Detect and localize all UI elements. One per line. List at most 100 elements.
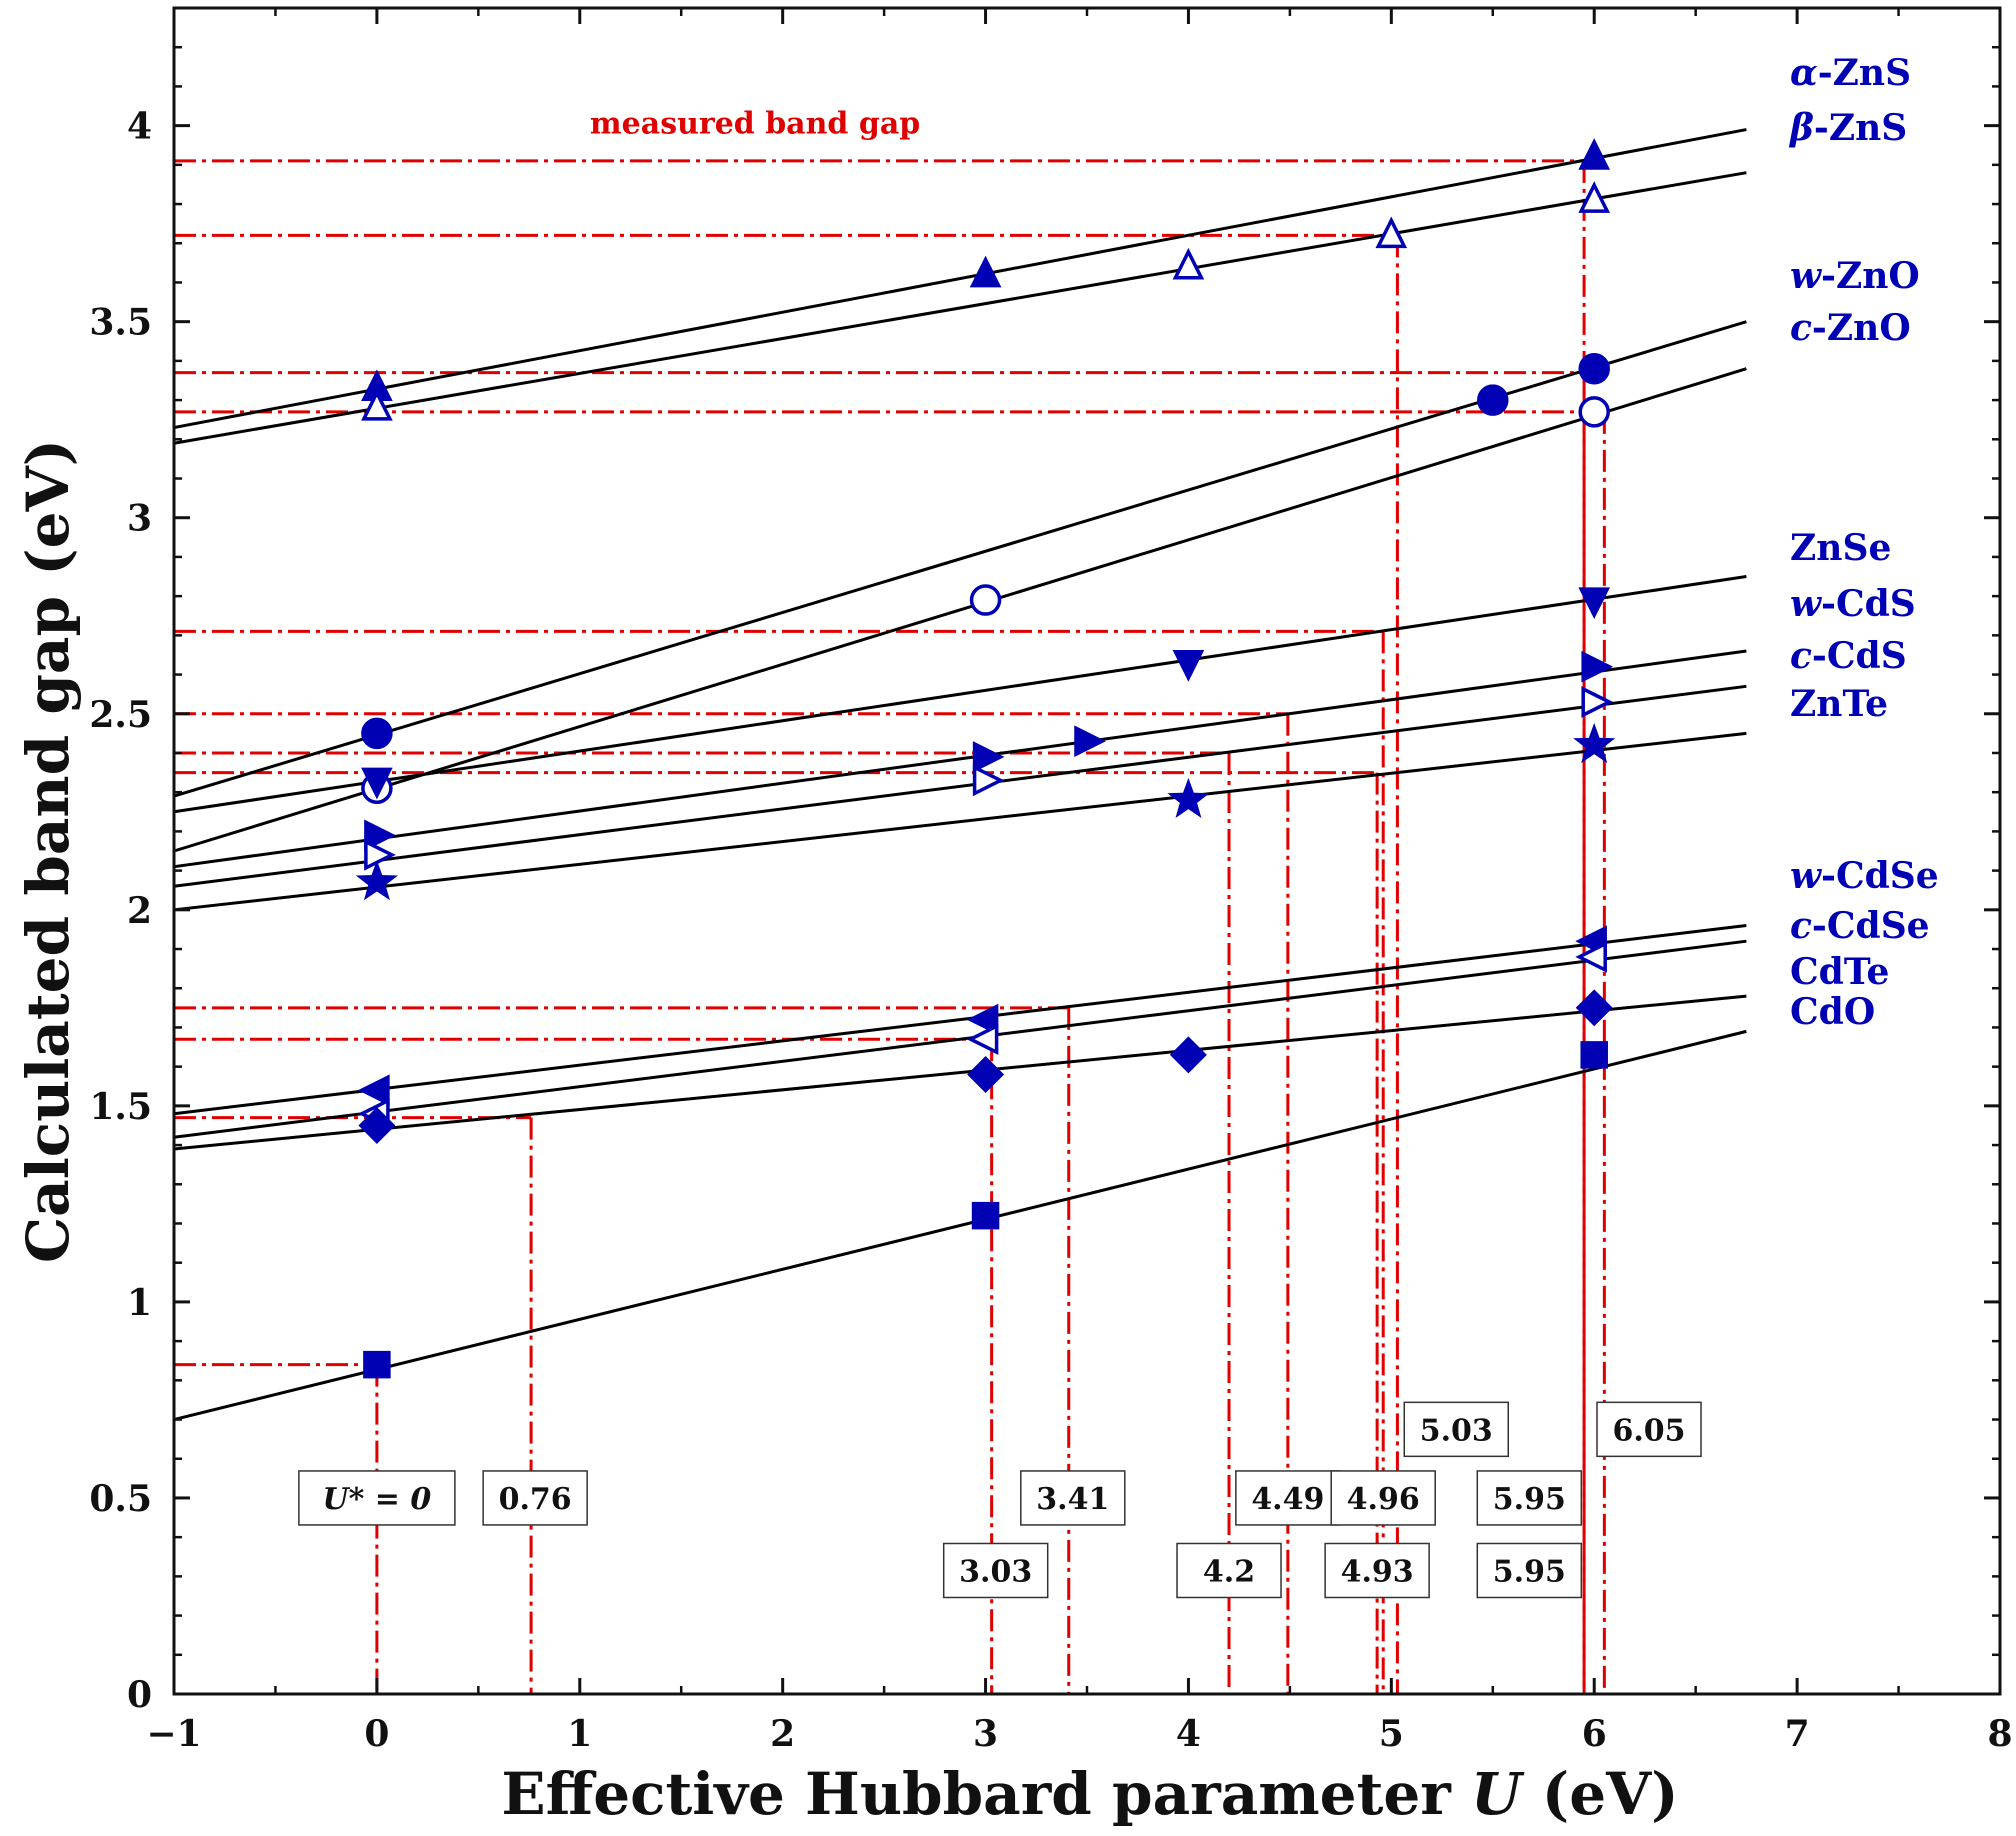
marker-cdo-1 xyxy=(971,1201,1000,1230)
marker-cdte-0 xyxy=(358,1107,396,1144)
marker-c-cdse-2 xyxy=(1575,941,1607,973)
fit-line-zns xyxy=(173,128,1747,430)
tick-marks: −1 0 1 2 3 4 5 6 7 800.511.522.533.54 xyxy=(89,6,2013,1755)
u-box-label-0: U* = 0 xyxy=(323,1482,432,1517)
fit-lines xyxy=(173,128,1747,1421)
y-axis-title: Calculated band gap (eV) xyxy=(14,439,82,1263)
u-box-9 xyxy=(1476,1470,1583,1526)
marker-w-zno-1 xyxy=(1477,384,1509,416)
series-label-znse: ZnSe xyxy=(1790,527,1891,569)
marker-cdte-2 xyxy=(1169,1036,1207,1074)
u-box-label-7: 4.93 xyxy=(1341,1554,1414,1589)
u-box-label-8: 5.03 xyxy=(1420,1413,1493,1448)
series-label-cdte: CdTe xyxy=(1790,951,1889,993)
measured-band-gap-guides xyxy=(174,159,1606,1694)
x-tick-label-1: 0 xyxy=(364,1713,389,1755)
x-axis-title-part1: Effective Hubbard parameter xyxy=(501,1760,1471,1828)
fit-line-w-cdse xyxy=(173,924,1747,1116)
y-tick-label-7: 3.5 xyxy=(89,302,152,344)
x-axis-title-unit: (eV) xyxy=(1522,1760,1679,1828)
x-tick-label-6: 5 xyxy=(1379,1713,1404,1755)
u-box-5 xyxy=(1176,1542,1282,1599)
y-tick-label-0: 0 xyxy=(127,1674,152,1716)
x-tick-label-4: 3 xyxy=(973,1713,998,1755)
marker-znte-0 xyxy=(355,860,399,901)
series-label-w-zno: w-ZnO xyxy=(1790,255,1920,297)
fit-line-w-cds xyxy=(173,649,1747,869)
x-tick-label-7: 6 xyxy=(1582,1713,1607,1755)
u-box-4 xyxy=(1235,1470,1341,1526)
marker-c-cds-2 xyxy=(1581,686,1614,718)
series-label-zns: β-ZnS xyxy=(1788,107,1907,149)
y-tick-label-3: 1.5 xyxy=(89,1086,152,1128)
u-box-label-3: 3.03 xyxy=(959,1554,1032,1589)
u-box-7 xyxy=(1324,1542,1430,1599)
y-tick-label-5: 2.5 xyxy=(89,694,152,736)
u-box-1 xyxy=(482,1470,588,1526)
series-label-w-cdse: w-CdSe xyxy=(1790,855,1939,897)
marker-cdte-3 xyxy=(1575,989,1613,1027)
u-box-3 xyxy=(942,1542,1049,1599)
fit-line-cdo xyxy=(173,1029,1747,1421)
series-label-znte: ZnTe xyxy=(1790,683,1888,725)
marker-zns-2 xyxy=(1578,138,1611,170)
marker-c-cds-1 xyxy=(972,764,1005,797)
marker-w-cds-0 xyxy=(364,819,396,852)
marker-w-cdse-1 xyxy=(966,1003,999,1036)
fit-line-cdte xyxy=(173,994,1747,1151)
y-tick-label-2: 1 xyxy=(127,1282,152,1324)
fit-line-c-zno xyxy=(173,367,1747,853)
series-label-c-zno: c-ZnO xyxy=(1790,307,1911,349)
x-tick-label-2: 1 xyxy=(567,1713,592,1755)
u-box-2 xyxy=(1020,1470,1126,1526)
u-box-label-10: 5.95 xyxy=(1493,1554,1566,1589)
series-label-w-cds: w-CdS xyxy=(1790,583,1916,625)
u-box-label-4: 4.49 xyxy=(1251,1482,1324,1517)
u-box-label-2: 3.41 xyxy=(1036,1482,1109,1517)
marker-znse-2 xyxy=(1578,587,1611,620)
marker-c-cds-0 xyxy=(364,839,396,871)
y-tick-label-8: 4 xyxy=(127,106,152,148)
u-box-6 xyxy=(1330,1470,1436,1526)
marker-c-zno-2 xyxy=(1578,396,1610,428)
u-box-10 xyxy=(1476,1542,1583,1599)
fit-line-znte xyxy=(173,731,1747,912)
measured-band-gap-annotation: measured band gap xyxy=(590,106,920,141)
u-box-0 xyxy=(298,1470,456,1526)
x-tick-label-8: 7 xyxy=(1785,1713,1810,1755)
marker-w-zno-0 xyxy=(361,717,393,750)
x-tick-label-9: 8 xyxy=(1987,1713,2012,1755)
marker-cdte-1 xyxy=(967,1056,1005,1093)
marker-znte-2 xyxy=(1573,722,1616,764)
u-box-11 xyxy=(1596,1401,1702,1458)
fit-line-c-cdse xyxy=(173,939,1747,1139)
marker-zns-3 xyxy=(1578,181,1611,213)
u-box-8 xyxy=(1403,1401,1510,1458)
marker-znse-0 xyxy=(361,767,393,800)
y-tick-label-1: 0.5 xyxy=(89,1478,152,1520)
u-box-label-9: 5.95 xyxy=(1493,1482,1566,1517)
marker-c-zno-1 xyxy=(969,584,1002,616)
series-labels: α-ZnS β-ZnS w-ZnO c-ZnO ZnSe w-CdS c-CdS ZnTe w-… xyxy=(1788,52,1939,1033)
x-axis-title-symbol: U xyxy=(1471,1760,1525,1828)
series-label-zns: α-ZnS xyxy=(1790,52,1911,94)
fit-line-zns xyxy=(173,171,1747,445)
marker-w-cdse-0 xyxy=(357,1074,390,1107)
marker-zns-1 xyxy=(1172,247,1205,280)
marker-w-cds-3 xyxy=(1581,650,1614,683)
u-box-label-6: 4.96 xyxy=(1347,1482,1420,1517)
x-tick-label-3: 2 xyxy=(770,1713,795,1755)
marker-znte-1 xyxy=(1167,777,1210,818)
marker-w-cds-1 xyxy=(972,741,1005,773)
x-axis-title: Effective Hubbard parameter U (eV) xyxy=(501,1760,1678,1828)
series-label-c-cdse: c-CdSe xyxy=(1790,905,1930,947)
marker-c-cdse-1 xyxy=(966,1023,999,1056)
y-tick-label-4: 2 xyxy=(127,890,152,932)
x-tick-label-5: 4 xyxy=(1176,1713,1201,1755)
fit-line-c-cds xyxy=(173,684,1747,888)
data-markers xyxy=(355,138,1616,1379)
marker-zns-0 xyxy=(361,388,393,421)
marker-w-zno-2 xyxy=(1578,352,1610,385)
